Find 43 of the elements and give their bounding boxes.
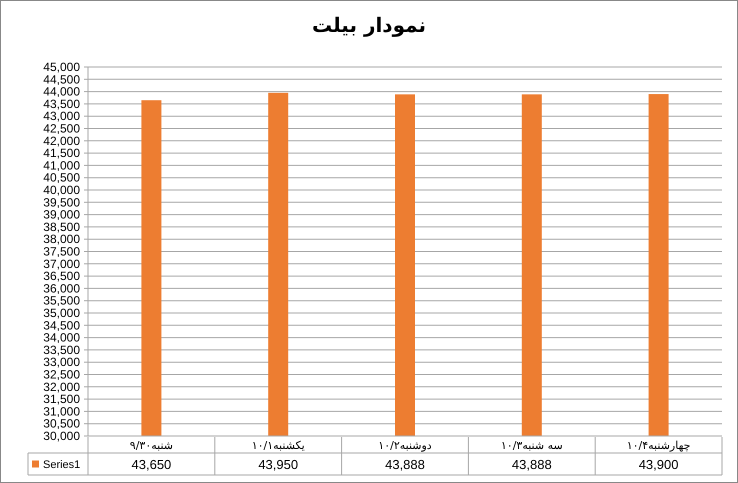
y-tick-label: 32,000: [43, 380, 80, 394]
y-tick-label: 37,500: [43, 244, 80, 258]
data-label: 43,900: [638, 457, 678, 472]
y-tick-label: 41,000: [43, 158, 80, 172]
y-tick-label: 33,500: [43, 342, 80, 357]
y-tick-label: 43,500: [43, 96, 80, 111]
data-label: 43,888: [512, 457, 552, 472]
chart-title: نمودار بیلت: [312, 13, 426, 37]
legend-label: Series1: [43, 459, 80, 471]
y-tick-label: 43,000: [43, 109, 80, 124]
y-tick-label: 31,500: [43, 392, 80, 406]
x-tick-label: سه شنبه۱۰/۳: [500, 439, 563, 452]
y-tick-label: 35,000: [43, 306, 80, 320]
y-tick-label: 32,500: [43, 368, 80, 382]
y-tick-label: 36,000: [43, 281, 80, 296]
x-tick-label: دوشنبه۱۰/۲: [378, 439, 432, 452]
x-tick-label: یکشنبه۱۰/۱: [252, 439, 305, 452]
y-tick-label: 37,000: [43, 256, 80, 271]
y-tick-label: 40,500: [43, 170, 80, 185]
y-tick-label: 38,000: [43, 232, 80, 246]
data-label: 43,950: [258, 457, 298, 472]
y-tick-label: 33,000: [43, 355, 80, 370]
y-tick-label: 30,000: [43, 429, 80, 443]
y-tick-label: 40,000: [43, 183, 80, 197]
y-tick-label: 34,000: [43, 330, 80, 345]
y-tick-label: 39,000: [43, 208, 80, 222]
x-tick-label: شنبه۹/۳۰: [130, 439, 173, 452]
data-label: 43,650: [132, 457, 172, 472]
y-tick-label: 35,500: [43, 294, 80, 308]
x-tick-label: چهارشنبه۱۰/۴: [626, 439, 690, 452]
y-tick-label: 30,500: [43, 416, 80, 431]
y-tick-label: 45,000: [43, 60, 80, 74]
y-tick-label: 34,500: [43, 318, 80, 332]
y-tick-label: 38,500: [43, 220, 80, 234]
y-tick-label: 44,500: [43, 72, 80, 86]
y-tick-label: 41,500: [43, 146, 80, 160]
y-tick-label: 36,500: [43, 269, 80, 284]
y-tick-label: 39,500: [43, 195, 80, 210]
y-tick-label: 42,500: [43, 122, 80, 136]
data-label: 43,888: [385, 457, 425, 472]
y-tick-label: 42,000: [43, 134, 80, 148]
y-tick-label: 31,000: [43, 404, 80, 418]
y-tick-label: 44,000: [43, 84, 80, 99]
